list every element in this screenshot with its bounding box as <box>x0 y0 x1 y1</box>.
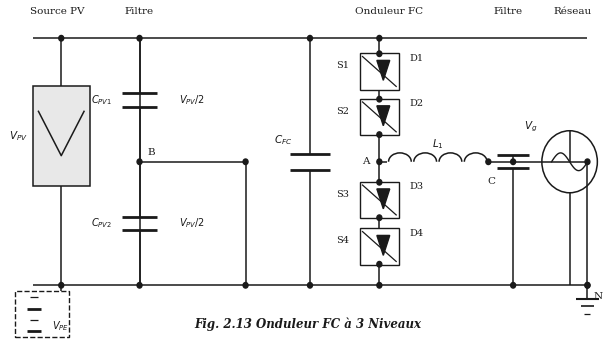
Polygon shape <box>377 236 390 255</box>
Circle shape <box>59 36 64 41</box>
Circle shape <box>486 159 491 164</box>
Circle shape <box>377 215 382 221</box>
Text: $C_{PV2}$: $C_{PV2}$ <box>90 217 112 230</box>
Circle shape <box>585 159 590 164</box>
Text: S3: S3 <box>336 190 349 199</box>
Text: D1: D1 <box>409 54 423 63</box>
Bar <box>360 182 399 218</box>
Circle shape <box>510 283 515 288</box>
Text: $V_{PV}/2$: $V_{PV}/2$ <box>179 93 205 107</box>
Text: $V_{PE}$: $V_{PE}$ <box>52 319 69 333</box>
Text: Onduleur FC: Onduleur FC <box>355 7 423 16</box>
Text: N: N <box>593 292 603 301</box>
Circle shape <box>59 283 64 288</box>
Circle shape <box>377 132 382 138</box>
Bar <box>360 53 399 90</box>
Bar <box>360 99 399 135</box>
Text: S4: S4 <box>336 237 349 245</box>
Polygon shape <box>377 189 390 209</box>
Circle shape <box>377 159 382 164</box>
Text: $V_{PV}$: $V_{PV}$ <box>9 129 28 143</box>
Text: $V_{PV}/2$: $V_{PV}/2$ <box>179 217 205 230</box>
Text: Source PV: Source PV <box>30 7 84 16</box>
Circle shape <box>585 283 590 288</box>
Circle shape <box>137 283 142 288</box>
Circle shape <box>308 283 312 288</box>
Text: S2: S2 <box>336 107 349 116</box>
Text: Réseau: Réseau <box>554 7 592 16</box>
Text: A: A <box>362 157 370 166</box>
Text: S1: S1 <box>336 61 349 70</box>
Circle shape <box>510 159 515 164</box>
Circle shape <box>137 159 142 164</box>
Polygon shape <box>377 106 390 126</box>
Circle shape <box>308 36 312 41</box>
Text: D4: D4 <box>409 229 423 238</box>
Text: $L_1$: $L_1$ <box>432 137 443 151</box>
Bar <box>33 86 90 186</box>
Polygon shape <box>377 60 390 80</box>
Text: Filtre: Filtre <box>494 7 523 16</box>
Circle shape <box>243 159 248 164</box>
Circle shape <box>377 96 382 102</box>
Circle shape <box>377 179 382 185</box>
Bar <box>360 228 399 265</box>
Text: $V_g$: $V_g$ <box>525 119 538 134</box>
Text: $C_{PV1}$: $C_{PV1}$ <box>90 93 112 107</box>
Bar <box>15 291 69 337</box>
Text: D2: D2 <box>409 99 423 108</box>
Circle shape <box>377 283 382 288</box>
Text: $C_{FC}$: $C_{FC}$ <box>274 133 292 147</box>
Circle shape <box>243 283 248 288</box>
Circle shape <box>137 36 142 41</box>
Circle shape <box>377 51 382 57</box>
Circle shape <box>377 261 382 267</box>
Circle shape <box>377 36 382 41</box>
Text: Fig. 2.13 Onduleur FC à 3 Niveaux: Fig. 2.13 Onduleur FC à 3 Niveaux <box>194 317 421 331</box>
Text: Filtre: Filtre <box>125 7 154 16</box>
Text: C: C <box>487 177 495 186</box>
Text: B: B <box>148 148 155 157</box>
Text: D3: D3 <box>409 182 423 191</box>
Circle shape <box>585 283 590 288</box>
